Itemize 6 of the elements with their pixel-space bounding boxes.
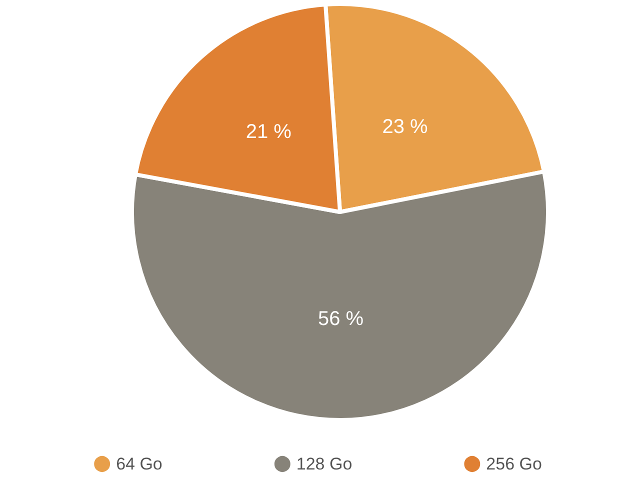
data-label: 56 % xyxy=(318,308,364,330)
data-label: 21 % xyxy=(246,121,292,144)
legend-label: 128 Go xyxy=(296,454,352,474)
legend-label: 64 Go xyxy=(116,454,162,474)
data-label: 23 % xyxy=(382,116,428,138)
legend-label: 256 Go xyxy=(486,454,542,474)
